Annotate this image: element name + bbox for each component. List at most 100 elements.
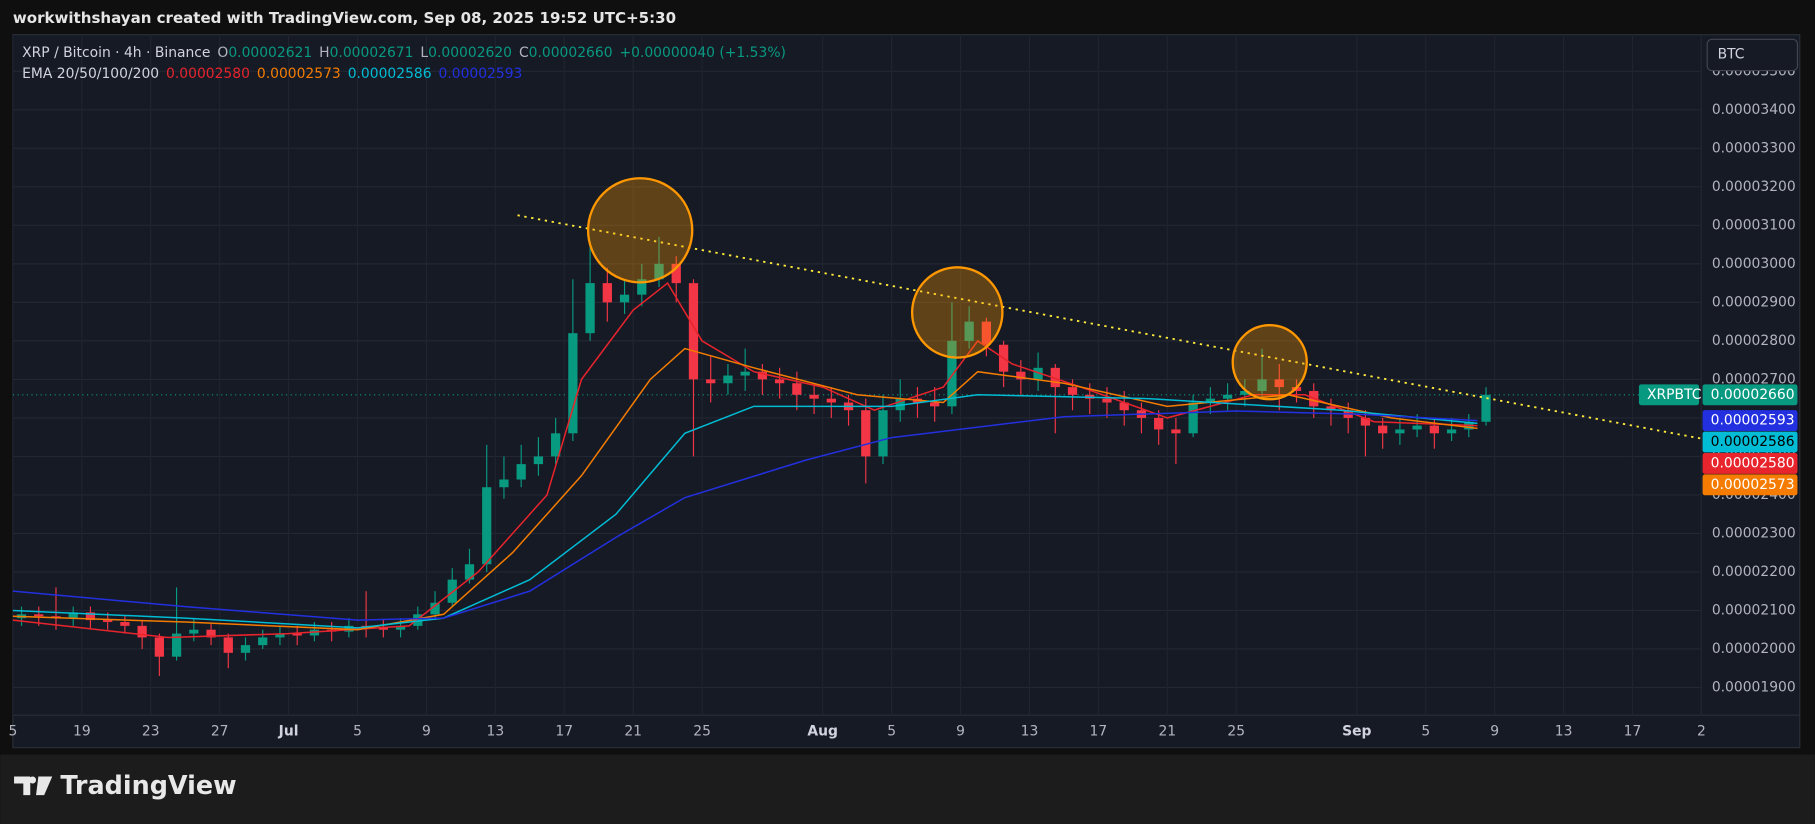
- candle-body: [706, 379, 716, 384]
- legend-item: 0.00002586: [348, 66, 432, 82]
- ema-price-label: 0.00002593: [1711, 413, 1795, 429]
- x-tick-label: Sep: [1342, 723, 1371, 739]
- candle-body: [740, 371, 750, 376]
- x-tick-label: 17: [1090, 723, 1108, 739]
- currency-label[interactable]: BTC: [1718, 46, 1745, 62]
- candle-body: [103, 620, 113, 623]
- candle-body: [1016, 371, 1026, 380]
- candle-body: [1360, 417, 1371, 426]
- y-tick-label: 0.00003400: [1712, 102, 1796, 118]
- x-tick-label: 17: [1624, 723, 1642, 739]
- candle-body: [1188, 402, 1198, 434]
- candle-body: [1067, 387, 1078, 395]
- candle-body: [533, 456, 544, 465]
- y-tick-label: 0.00003000: [1712, 256, 1796, 272]
- ema-price-label: 0.00002586: [1711, 434, 1795, 450]
- candle-body: [602, 283, 612, 303]
- ema-price-label: 0.00002573: [1711, 477, 1795, 493]
- candle-body: [688, 283, 699, 380]
- candle-body: [1412, 425, 1422, 430]
- y-tick-label: 0.00002700: [1712, 371, 1796, 387]
- legend-item: 0.00002593: [439, 66, 523, 82]
- candle-body: [1205, 398, 1215, 403]
- x-tick-label: 23: [142, 723, 160, 739]
- x-tick-label: 19: [73, 723, 91, 739]
- candle-body: [585, 283, 595, 334]
- candle-body: [68, 612, 78, 619]
- y-tick-label: 0.00003100: [1712, 217, 1796, 233]
- y-tick-label: 0.00002000: [1712, 641, 1796, 657]
- candle-body: [757, 371, 768, 380]
- candle-body: [1274, 379, 1284, 388]
- legend-item: +0.00000040 (+1.53%): [619, 45, 785, 61]
- candle-body: [482, 487, 492, 565]
- candle-body: [861, 410, 871, 457]
- x-tick-label: 25: [693, 723, 711, 739]
- ema-price-label: 0.00002580: [1711, 455, 1795, 471]
- candle-body: [1481, 394, 1491, 422]
- currency-button[interactable]: BTC: [1706, 38, 1799, 72]
- brand: TradingView: [60, 771, 236, 801]
- ema-price-label-box: [1702, 474, 1798, 496]
- candle-body: [137, 625, 147, 638]
- y-tick-label: 0.00003300: [1712, 140, 1796, 156]
- axes: 0.00001900 0.00002000 0.00002100 0.00002200…: [8, 63, 1798, 739]
- candle-body: [413, 614, 423, 626]
- drawings: [517, 177, 1702, 440]
- candle-body: [1171, 429, 1181, 434]
- candle-body: [1257, 379, 1267, 391]
- currency-button-frame[interactable]: [1706, 38, 1799, 72]
- candle-body: [171, 633, 182, 657]
- last-price-label-box: [1702, 384, 1798, 406]
- candle-body: [930, 402, 940, 407]
- candle-body: [964, 321, 974, 341]
- footer: [0, 754, 1815, 824]
- candle-body: [1102, 398, 1112, 403]
- candle-body: [551, 433, 561, 457]
- candle-body: [1378, 425, 1388, 434]
- ema-price-label-box: [1702, 410, 1798, 432]
- candle-body: [774, 379, 785, 384]
- y-tick-label: 0.00002800: [1712, 333, 1796, 349]
- candle-body: [981, 321, 992, 345]
- candle-body: [154, 637, 164, 657]
- credit: workwithshayan created with TradingView.…: [13, 9, 676, 27]
- x-tick-label: 21: [624, 723, 642, 739]
- candle-body: [516, 464, 526, 480]
- candle-body: [275, 633, 285, 638]
- x-tick-label: 5: [8, 723, 17, 739]
- candle-body: [637, 279, 647, 295]
- candle-body: [1240, 390, 1250, 395]
- x-tick-label: 25: [1227, 723, 1245, 739]
- x-tick-label: Aug: [807, 723, 838, 739]
- candle-body: [1326, 406, 1336, 411]
- candle-body: [1033, 367, 1043, 380]
- candle-body: [464, 564, 475, 580]
- legend-item: 0.00002671: [330, 45, 414, 61]
- candle-body: [85, 612, 96, 621]
- candle-body: [395, 625, 406, 630]
- candle-body: [671, 263, 681, 284]
- x-tick-label: 9: [422, 723, 431, 739]
- candle-body: [223, 637, 233, 653]
- x-tick-label: 13: [487, 723, 505, 739]
- candle-body: [1119, 402, 1129, 411]
- candle-body: [1429, 425, 1439, 434]
- candle-body: [826, 398, 836, 403]
- ema-price-label-box: [1702, 453, 1798, 474]
- ema-line: [12, 410, 1478, 621]
- marks: [12, 236, 1491, 676]
- candle-body: [430, 602, 440, 615]
- candle-body: [1222, 394, 1233, 399]
- legend-item: L: [420, 45, 428, 61]
- legend-item: C: [519, 45, 529, 61]
- chart-panel: [12, 34, 1801, 749]
- legend-item: XRP / Bitcoin · 4h · Binance: [22, 45, 210, 61]
- x-tick-label: 9: [1490, 723, 1499, 739]
- candle-body: [206, 629, 216, 638]
- highlight-circle: [1231, 324, 1308, 401]
- x-tick-label: 17: [555, 723, 573, 739]
- candle-body: [1395, 429, 1405, 434]
- candle-body: [878, 410, 888, 457]
